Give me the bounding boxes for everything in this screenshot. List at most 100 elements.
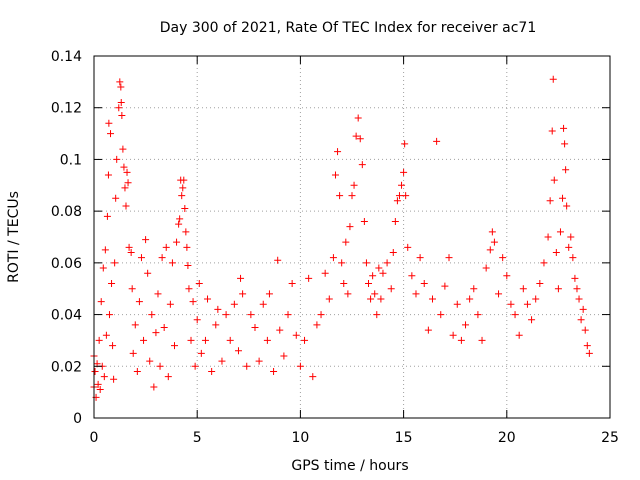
x-tick-label: 10 bbox=[291, 430, 309, 446]
data-point bbox=[99, 264, 107, 272]
data-point bbox=[97, 298, 105, 306]
data-point bbox=[102, 331, 110, 339]
data-point bbox=[552, 249, 560, 257]
data-point bbox=[112, 194, 120, 202]
data-point bbox=[342, 238, 350, 246]
data-point bbox=[331, 171, 339, 179]
data-point bbox=[321, 269, 329, 277]
data-point bbox=[462, 321, 470, 329]
data-point bbox=[178, 192, 186, 200]
data-point bbox=[519, 285, 527, 293]
data-point bbox=[400, 168, 408, 176]
data-point bbox=[133, 367, 141, 375]
data-point bbox=[317, 311, 325, 319]
data-point bbox=[305, 274, 313, 282]
data-point bbox=[536, 280, 544, 288]
data-point bbox=[180, 176, 188, 184]
y-tick-label: 0.06 bbox=[51, 256, 82, 272]
data-point bbox=[556, 228, 564, 236]
data-point bbox=[274, 256, 282, 264]
data-point bbox=[121, 184, 129, 192]
data-point bbox=[437, 311, 445, 319]
data-point bbox=[276, 326, 284, 334]
data-point bbox=[486, 246, 494, 254]
data-point bbox=[237, 274, 245, 282]
data-point bbox=[152, 329, 160, 337]
data-point bbox=[360, 217, 368, 225]
x-axis: 0 5 10 15 20 25 bbox=[90, 56, 619, 446]
data-points bbox=[90, 75, 593, 401]
data-point bbox=[377, 295, 385, 303]
data-point bbox=[579, 305, 587, 313]
data-point bbox=[540, 259, 548, 267]
data-point bbox=[222, 311, 230, 319]
data-point bbox=[259, 300, 267, 308]
data-point bbox=[550, 176, 558, 184]
data-point bbox=[94, 380, 102, 388]
data-point bbox=[401, 140, 409, 148]
data-point bbox=[369, 272, 377, 280]
y-tick-label: 0.04 bbox=[51, 308, 82, 324]
data-point bbox=[182, 228, 190, 236]
data-point bbox=[457, 336, 465, 344]
data-point bbox=[255, 357, 263, 365]
data-point bbox=[548, 127, 556, 135]
y-tick-label: 0.1 bbox=[60, 152, 82, 168]
data-point bbox=[118, 111, 126, 119]
data-point bbox=[270, 367, 278, 375]
data-point bbox=[187, 336, 195, 344]
data-point bbox=[358, 161, 366, 169]
data-point bbox=[110, 375, 118, 383]
data-point bbox=[559, 194, 567, 202]
data-point bbox=[470, 285, 478, 293]
data-point bbox=[158, 254, 166, 262]
y-tick-label: 0.02 bbox=[51, 359, 82, 375]
data-point bbox=[91, 367, 99, 375]
data-point bbox=[441, 282, 449, 290]
data-point bbox=[346, 223, 354, 231]
data-point bbox=[168, 259, 176, 267]
data-point bbox=[173, 238, 181, 246]
data-point bbox=[193, 316, 201, 324]
chart-title: Day 300 of 2021, Rate Of TEC Index for r… bbox=[160, 20, 536, 36]
data-point bbox=[338, 259, 346, 267]
data-point bbox=[329, 254, 337, 262]
data-point bbox=[511, 311, 519, 319]
data-point bbox=[113, 155, 121, 163]
data-point bbox=[561, 140, 569, 148]
data-point bbox=[125, 243, 133, 251]
data-point bbox=[503, 272, 511, 280]
data-point bbox=[575, 295, 583, 303]
data-point bbox=[424, 326, 432, 334]
data-point bbox=[101, 246, 109, 254]
data-point bbox=[488, 228, 496, 236]
data-point bbox=[577, 316, 585, 324]
data-point bbox=[184, 261, 192, 269]
data-point bbox=[515, 331, 523, 339]
data-point bbox=[95, 336, 103, 344]
data-point bbox=[127, 249, 135, 257]
data-point bbox=[117, 83, 125, 91]
data-point bbox=[433, 137, 441, 145]
data-point bbox=[499, 254, 507, 262]
data-point bbox=[191, 362, 199, 370]
data-point bbox=[124, 179, 132, 187]
data-point bbox=[189, 298, 197, 306]
data-point bbox=[573, 285, 581, 293]
x-tick-label: 25 bbox=[601, 430, 619, 446]
data-point bbox=[292, 331, 300, 339]
data-point bbox=[195, 280, 203, 288]
data-point bbox=[148, 311, 156, 319]
data-point bbox=[428, 295, 436, 303]
data-point bbox=[181, 205, 189, 213]
data-point bbox=[96, 386, 104, 394]
data-point bbox=[109, 342, 117, 350]
data-point bbox=[453, 300, 461, 308]
data-point bbox=[571, 274, 579, 282]
data-point bbox=[387, 285, 395, 293]
data-point bbox=[393, 197, 401, 205]
data-point bbox=[371, 290, 379, 298]
data-point bbox=[218, 357, 226, 365]
data-point bbox=[284, 311, 292, 319]
data-point bbox=[247, 311, 255, 319]
